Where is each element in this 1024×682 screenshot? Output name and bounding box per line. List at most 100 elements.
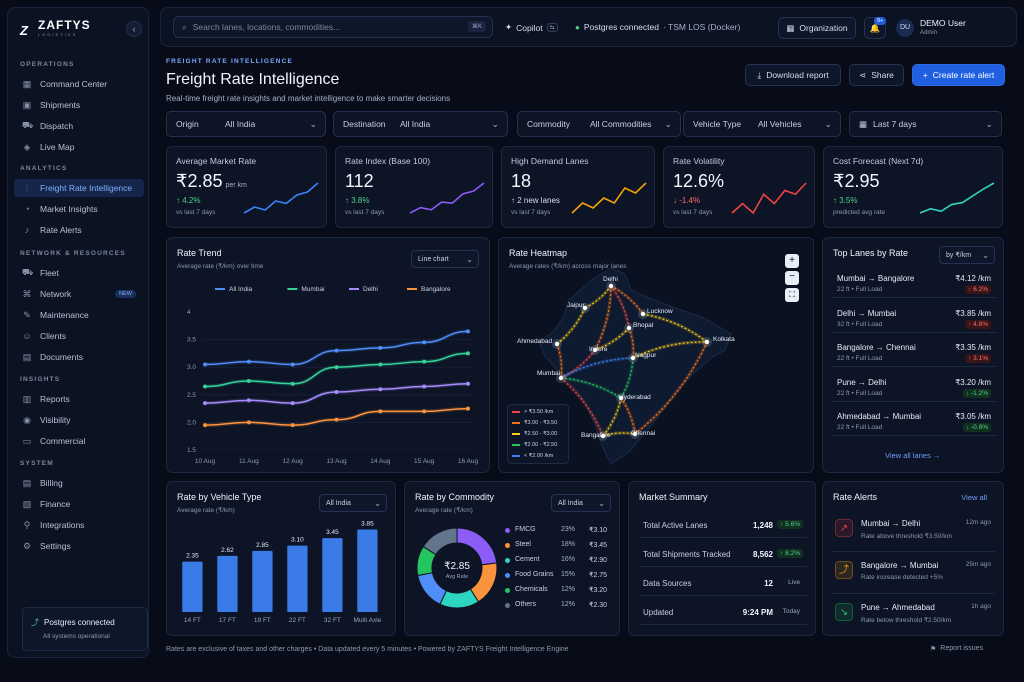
data-point[interactable] — [466, 406, 470, 411]
lane-row[interactable]: Ahmedabad → Mumbai 22 ft • Full Load ₹3.05… — [831, 406, 997, 436]
kpi-card[interactable]: Rate Index (Base 100) 112 ↑ 3.8% vs last 7 … — [335, 146, 493, 228]
city-marker[interactable] — [582, 305, 588, 311]
city-marker[interactable] — [630, 355, 636, 361]
sidebar-item-fleet[interactable]: ⛟ Fleet — [14, 264, 144, 282]
rate-alert-item[interactable]: ⤴ Bangalore → Mumbai Rate increase detecte… — [831, 554, 995, 594]
city-marker[interactable] — [632, 431, 638, 437]
data-point[interactable] — [466, 329, 470, 334]
city-marker[interactable] — [704, 339, 710, 345]
data-point[interactable] — [378, 409, 383, 414]
avatar[interactable]: DU — [896, 19, 914, 37]
route-line[interactable] — [556, 343, 563, 379]
data-point[interactable] — [466, 381, 470, 386]
sidebar-item-settings[interactable]: ⚙ Settings — [14, 537, 144, 555]
filter-vehicle-type[interactable]: Vehicle Type All Vehicles ⌄ — [683, 111, 841, 137]
download-report-button[interactable]: ⤓ Download report — [745, 64, 841, 86]
data-point[interactable] — [422, 409, 427, 414]
filter-origin[interactable]: Origin All India ⌄ — [166, 111, 326, 137]
series-line[interactable] — [204, 352, 469, 388]
data-point[interactable] — [422, 384, 427, 389]
sidebar-item-maintenance[interactable]: ✎ Maintenance — [14, 306, 144, 324]
sidebar-item-integrations[interactable]: ⚲ Integrations — [14, 516, 144, 534]
chart-type-select[interactable]: Line chart ⌄ — [411, 250, 479, 268]
sidebar-item-commercial[interactable]: ▭ Commercial — [14, 432, 144, 450]
collapse-sidebar-button[interactable]: ‹ — [126, 21, 142, 37]
vehicle-bar[interactable] — [322, 538, 343, 612]
view-all-alerts-link[interactable]: View all — [961, 493, 987, 502]
data-point[interactable] — [246, 359, 251, 364]
data-point[interactable] — [246, 420, 251, 425]
sidebar-item-command-center[interactable]: ▦ Command Center — [14, 75, 144, 93]
filter-destination[interactable]: Destination All India ⌄ — [333, 111, 508, 137]
route-line[interactable] — [560, 349, 596, 379]
data-point[interactable] — [246, 379, 251, 383]
data-point[interactable] — [203, 362, 207, 367]
fullscreen-button[interactable]: ⛶ — [785, 288, 799, 302]
sidebar-item-live-map[interactable]: ◈ Live Map — [14, 138, 144, 156]
donut-slice[interactable] — [417, 572, 448, 605]
sidebar-item-reports[interactable]: ▥ Reports — [14, 390, 144, 408]
data-point[interactable] — [378, 362, 383, 367]
vehicle-bar[interactable] — [182, 561, 203, 612]
data-point[interactable] — [378, 345, 383, 350]
sidebar-item-finance[interactable]: ▧ Finance — [14, 495, 144, 513]
commodity-region-select[interactable]: All India ⌄ — [551, 494, 611, 512]
create-rate-alert-button[interactable]: + Create rate alert — [912, 64, 1005, 86]
city-marker[interactable] — [600, 433, 606, 439]
city-marker[interactable] — [558, 375, 564, 381]
share-button[interactable]: ⋖ Share — [849, 64, 904, 86]
rate-alert-item[interactable]: ↘ Pune → Ahmedabad Rate below threshold ₹2… — [831, 596, 995, 636]
route-line[interactable] — [560, 377, 622, 399]
vehicle-region-select[interactable]: All India ⌄ — [319, 494, 387, 512]
vehicle-bar[interactable] — [357, 529, 378, 613]
route-line[interactable] — [584, 285, 612, 309]
data-point[interactable] — [466, 351, 470, 356]
sidebar-item-rate-alerts[interactable]: ♪ Rate Alerts — [14, 221, 144, 239]
sidebar-item-freight-rate-intelligence[interactable]: ⫶ Freight Rate Intelligence — [14, 179, 144, 197]
city-marker[interactable] — [640, 311, 646, 317]
sidebar-item-network[interactable]: ⌘ Network NEW — [14, 285, 144, 303]
vehicle-bar[interactable] — [252, 550, 273, 612]
city-marker[interactable] — [592, 347, 598, 353]
sidebar-item-dispatch[interactable]: ⛟ Dispatch — [14, 117, 144, 135]
kpi-card[interactable]: Average Market Rate ₹2.85 per km ↑ 4.2% vs l… — [166, 146, 327, 228]
sidebar-item-billing[interactable]: ▤ Billing — [14, 474, 144, 492]
route-line[interactable] — [610, 285, 644, 315]
report-issues-link[interactable]: ⚑ Report issues — [930, 645, 983, 653]
kpi-card[interactable]: Cost Forecast (Next 7d) ₹2.95 ↑ 3.5% predic… — [823, 146, 1003, 228]
data-point[interactable] — [334, 390, 339, 395]
donut-slice[interactable] — [422, 527, 458, 556]
data-point[interactable] — [290, 423, 295, 428]
copilot-button[interactable]: ✦ Copilot ⇆ — [505, 22, 558, 33]
data-point[interactable] — [246, 398, 251, 403]
india-map[interactable]: Delhi Jaipur Lucknow Ahmedabad Bhopal Indore K… — [499, 238, 815, 474]
lane-row[interactable]: Bangalore → Chennai 22 ft • Full Load ₹3.3… — [831, 337, 997, 367]
data-point[interactable] — [422, 340, 427, 345]
city-marker[interactable] — [618, 395, 624, 401]
city-marker[interactable] — [626, 325, 632, 331]
data-point[interactable] — [334, 348, 339, 353]
route-line[interactable] — [594, 285, 612, 351]
vehicle-bar[interactable] — [217, 555, 238, 612]
zoom-in-button[interactable]: + — [785, 254, 799, 268]
route-line[interactable] — [602, 397, 622, 437]
kpi-card[interactable]: High Demand Lanes 18 ↑ 2 new lanes vs last … — [501, 146, 655, 228]
data-point[interactable] — [378, 387, 383, 392]
lane-row[interactable]: Mumbai → Bangalore 22 ft • Full Load ₹4.12… — [831, 268, 997, 298]
user-name[interactable]: DEMO User — [920, 18, 966, 28]
data-point[interactable] — [203, 384, 207, 389]
data-point[interactable] — [422, 359, 427, 364]
top-lanes-sort-select[interactable]: by ₹/km ⌄ — [939, 246, 995, 264]
kpi-card[interactable]: Rate Volatility 12.6% ↓ -1.4% vs last 7 day… — [663, 146, 815, 228]
city-marker[interactable] — [608, 283, 614, 289]
search-box[interactable]: ⌕ Search lanes, locations, commodities..… — [173, 16, 493, 38]
route-line[interactable] — [634, 341, 708, 435]
city-marker[interactable] — [554, 341, 560, 347]
lane-row[interactable]: Pune → Delhi 22 ft • Full Load ₹3.20 /km ↓ … — [831, 372, 997, 402]
rate-alert-item[interactable]: ↗ Mumbai → Delhi Rate above threshold ₹3.5… — [831, 512, 995, 552]
lane-row[interactable]: Delhi → Mumbai 32 ft • Full Load ₹3.85 /km… — [831, 303, 997, 333]
view-all-lanes-link[interactable]: View all lanes → — [885, 451, 941, 460]
data-point[interactable] — [290, 381, 295, 386]
route-line[interactable] — [594, 327, 630, 351]
sidebar-item-shipments[interactable]: ▣ Shipments — [14, 96, 144, 114]
